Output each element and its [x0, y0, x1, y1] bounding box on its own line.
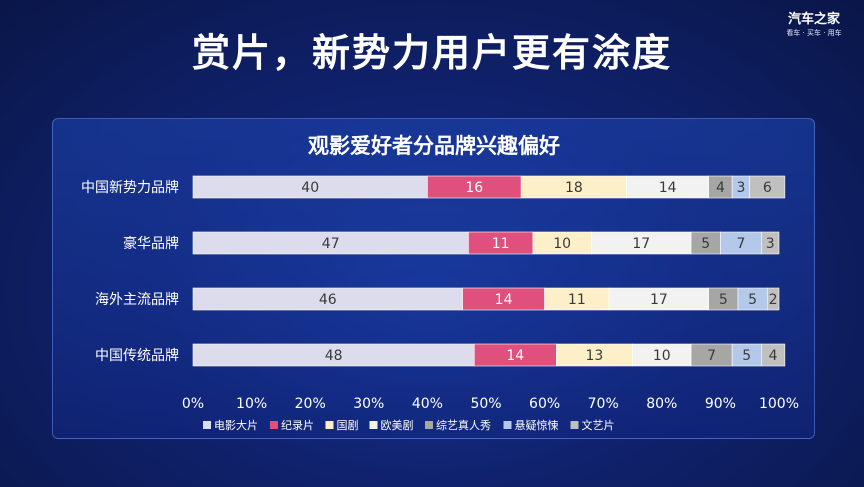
data-label: 5: [748, 292, 757, 308]
chart-panel: 观影爱好者分品牌兴趣偏好 中国新势力品牌豪华品牌海外主流品牌 中国传统品牌 40 1…: [52, 118, 815, 439]
bar-segment: [749, 175, 786, 199]
data-label: 5: [742, 348, 751, 364]
data-label: 5: [701, 236, 710, 252]
logo-brand: 汽车之家: [787, 12, 840, 27]
legend-label: 综艺真人秀: [436, 418, 491, 432]
data-label: 3: [736, 180, 745, 196]
x-tick-label: 80%: [646, 396, 677, 412]
x-tick-label: 60%: [529, 396, 560, 412]
legend-swatch: [425, 421, 433, 429]
legend-label: 文艺片: [582, 418, 615, 432]
data-label: 7: [707, 348, 716, 364]
bar-segment: [766, 287, 780, 311]
x-tick-label: 100%: [759, 396, 799, 412]
data-label: 17: [632, 236, 650, 252]
legend-swatch: [270, 421, 278, 429]
logo-tagline: 看车 · 买车 · 用车: [786, 29, 842, 37]
data-label: 13: [585, 348, 603, 364]
data-label: 16: [465, 180, 483, 196]
x-tick-label: 90%: [705, 396, 736, 412]
data-label: 11: [492, 236, 510, 252]
data-label: 5: [719, 292, 728, 308]
data-label: 2: [769, 292, 778, 308]
x-tick-label: 30%: [353, 396, 384, 412]
x-tick-label: 10%: [236, 396, 267, 412]
data-label: 46: [319, 292, 337, 308]
data-label: 4: [716, 180, 725, 196]
autohome-logo: 汽车之家 看车 · 买车 · 用车: [780, 12, 848, 38]
x-tick-label: 70%: [588, 396, 619, 412]
data-label: 40: [301, 180, 319, 196]
category-label: 中国新势力品牌: [81, 179, 179, 196]
legend-label: 电影大片: [214, 418, 258, 432]
data-label: 10: [553, 236, 571, 252]
data-label: 18: [565, 180, 583, 196]
data-label: 6: [763, 180, 772, 196]
data-label: 7: [736, 236, 745, 252]
x-tick-label: 0%: [182, 396, 204, 412]
category-label: 中国传统品牌: [95, 347, 179, 364]
data-label: 14: [495, 292, 513, 308]
bar-segment: [761, 231, 780, 255]
data-label: 10: [653, 348, 671, 364]
data-label: 3: [766, 236, 775, 252]
data-label: 48: [325, 348, 343, 364]
legend-swatch: [570, 421, 579, 429]
legend-label: 国剧: [337, 419, 359, 432]
legend-swatch: [203, 421, 211, 429]
legend-label: 欧美剧: [381, 419, 414, 432]
legend-label: 悬疑惊悚: [515, 418, 559, 432]
data-label: 47: [322, 236, 340, 252]
legend-label: 纪录片: [281, 419, 314, 432]
x-tick-label: 40%: [412, 396, 443, 412]
bar-segment: [761, 343, 786, 367]
legend-swatch: [503, 421, 512, 429]
data-label: 11: [568, 292, 586, 308]
x-tick-label: 50%: [470, 396, 501, 412]
category-label: 海外主流品牌: [95, 291, 179, 308]
x-tick-label: 20%: [295, 396, 326, 412]
data-label: 14: [506, 348, 524, 364]
data-label: 14: [659, 180, 677, 196]
data-label: 17: [650, 292, 668, 308]
chart-title: 观影爱好者分品牌兴趣偏好: [308, 134, 560, 158]
page-title: 赏片，新势力用户更有涂度: [191, 31, 672, 75]
data-label: 4: [769, 348, 778, 364]
legend-swatch: [325, 421, 334, 429]
legend-swatch: [369, 421, 378, 429]
category-label: 豪华品牌: [123, 235, 179, 252]
